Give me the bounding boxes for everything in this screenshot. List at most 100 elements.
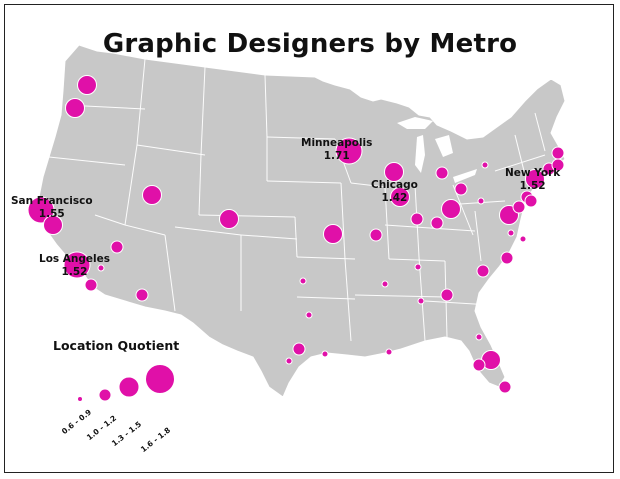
- metro-bubble: [321, 350, 329, 358]
- state-border: [384, 186, 390, 260]
- state-border: [494, 154, 546, 172]
- state-border: [200, 66, 206, 156]
- city-value: 1.55: [38, 208, 65, 220]
- state-border: [384, 224, 476, 232]
- metro-bubble: [525, 169, 545, 189]
- metro-bubble: [390, 187, 410, 207]
- metro-bubble: [440, 288, 454, 302]
- lake-michigan: [415, 135, 425, 173]
- metro-bubble: [476, 264, 490, 278]
- state-border: [198, 214, 296, 218]
- metro-bubble: [381, 280, 389, 288]
- metro-bubble: [77, 75, 97, 95]
- state-border: [264, 74, 268, 138]
- state-border: [266, 136, 336, 140]
- metro-bubble: [27, 196, 55, 224]
- metro-bubble: [385, 348, 393, 356]
- metro-bubble: [519, 235, 527, 243]
- metro-bubble: [475, 333, 483, 341]
- metro-bubble: [512, 200, 526, 214]
- state-border: [48, 156, 126, 166]
- metro-bubble: [472, 358, 486, 372]
- lake-erie: [453, 169, 477, 183]
- state-border: [388, 258, 446, 262]
- state-border: [240, 234, 298, 240]
- metro-bubble: [524, 194, 538, 208]
- city-name: Los Angeles: [39, 253, 111, 265]
- state-border: [136, 144, 206, 156]
- legend-bubble: [145, 364, 175, 394]
- map-title: Graphic Designers by Metro: [102, 29, 518, 59]
- metro-bubble: [110, 240, 124, 254]
- city-value: 1.42: [381, 192, 408, 204]
- state-border: [136, 58, 146, 146]
- legend-bubble: [77, 396, 83, 402]
- metro-bubble: [142, 185, 162, 205]
- metro-bubble: [292, 342, 306, 356]
- metro-bubble: [414, 263, 422, 271]
- state-border: [94, 214, 126, 226]
- lake-superior: [397, 117, 433, 129]
- city-value: 1.71: [323, 150, 350, 162]
- city-name: San Francisco: [11, 195, 93, 207]
- metro-bubble: [97, 264, 105, 272]
- metro-bubble: [384, 162, 404, 182]
- metro-bubble: [435, 166, 449, 180]
- metro-bubble: [477, 197, 485, 205]
- state-border: [174, 226, 242, 236]
- legend-bubble: [98, 388, 112, 402]
- state-border: [350, 182, 386, 188]
- state-border: [354, 294, 446, 298]
- city-value: 1.52: [61, 266, 88, 278]
- state-border: [424, 300, 492, 306]
- metro-bubble: [219, 209, 239, 229]
- legend-bubble: [118, 376, 140, 398]
- city-label-san-francisco: San Francisco 1.55: [11, 195, 93, 221]
- lake-huron: [435, 135, 453, 157]
- us-map: [27, 44, 566, 402]
- metro-bubble: [135, 288, 149, 302]
- map-frame: Graphic Designers by Metro Minneapolis 1…: [4, 4, 614, 473]
- metro-bubble: [335, 137, 363, 165]
- state-border: [296, 296, 356, 300]
- metro-bubble: [481, 161, 489, 169]
- state-border: [266, 180, 342, 184]
- metro-bubble: [299, 277, 307, 285]
- city-label-minneapolis: Minneapolis 1.71: [301, 137, 372, 163]
- metro-bubbles: [27, 75, 565, 394]
- state-border: [164, 234, 176, 312]
- metro-bubble: [454, 182, 468, 196]
- metro-bubble: [410, 212, 424, 226]
- metro-bubble: [63, 251, 91, 279]
- city-label-los-angeles: Los Angeles 1.52: [39, 253, 110, 279]
- state-border: [124, 224, 166, 236]
- us-land: [38, 44, 566, 398]
- state-border: [124, 144, 138, 226]
- metro-bubble: [43, 215, 63, 235]
- legend-title: Location Quotient: [53, 338, 180, 353]
- state-border: [474, 210, 482, 262]
- metro-bubble: [417, 297, 425, 305]
- state-borders: [48, 58, 546, 342]
- state-border: [294, 216, 298, 258]
- city-value: 1.52: [519, 180, 546, 192]
- city-name: New York: [505, 167, 561, 179]
- metro-bubble: [498, 380, 512, 394]
- us-outline: [38, 44, 566, 398]
- metro-bubble: [369, 228, 383, 242]
- state-border: [340, 182, 346, 260]
- legend-bubbles: [77, 364, 175, 402]
- metro-bubble: [65, 98, 85, 118]
- city-name: Minneapolis: [301, 137, 373, 149]
- state-border: [514, 134, 526, 176]
- city-label-new-york: New York 1.52: [505, 167, 560, 193]
- metro-bubble: [507, 229, 515, 237]
- metro-bubble: [305, 311, 313, 319]
- metro-bubble: [441, 199, 461, 219]
- metro-bubble: [500, 251, 514, 265]
- metro-bubble: [430, 216, 444, 230]
- metro-bubble: [551, 146, 565, 160]
- metro-bubble: [285, 357, 293, 365]
- state-border: [344, 258, 352, 342]
- metro-bubble: [84, 278, 98, 292]
